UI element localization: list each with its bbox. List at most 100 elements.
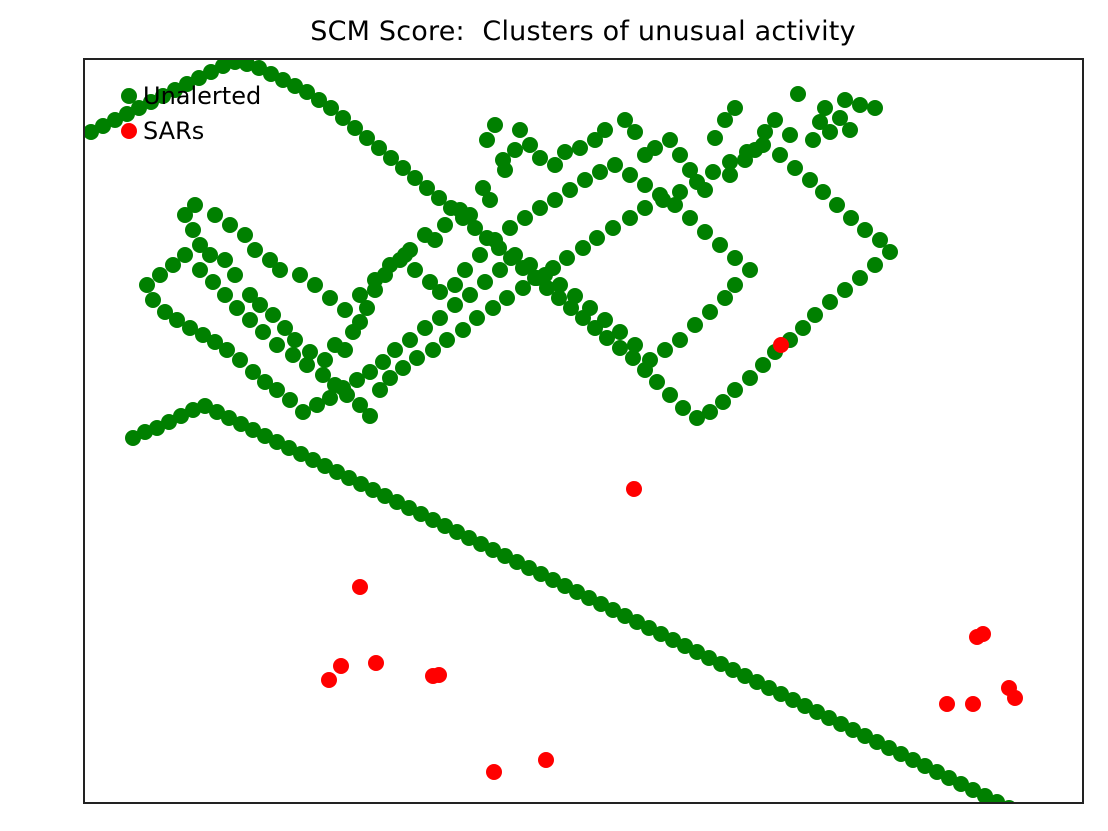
data-point: [833, 716, 849, 732]
data-point: [1007, 690, 1023, 706]
data-point: [263, 66, 279, 82]
data-point: [867, 100, 883, 116]
data-point: [233, 416, 249, 432]
data-point: [837, 282, 853, 298]
data-point: [657, 342, 673, 358]
data-point: [517, 210, 533, 226]
data-point: [311, 92, 327, 108]
data-point: [237, 227, 253, 243]
data-point: [299, 84, 315, 100]
data-point: [533, 566, 549, 582]
green-dot-icon: [121, 87, 137, 104]
data-point: [368, 655, 384, 671]
data-point: [473, 536, 489, 552]
data-point: [843, 210, 859, 226]
data-point: [472, 247, 488, 263]
data-point: [479, 230, 495, 246]
data-point: [317, 352, 333, 368]
data-point: [292, 267, 308, 283]
data-point: [152, 267, 168, 283]
data-point: [977, 788, 993, 802]
data-point: [772, 147, 788, 163]
data-point: [247, 242, 263, 258]
data-point: [882, 244, 898, 260]
data-point: [479, 132, 495, 148]
data-point: [965, 696, 981, 712]
data-point: [545, 260, 561, 276]
data-point: [285, 347, 301, 363]
data-point: [939, 696, 955, 712]
data-point: [689, 644, 705, 660]
data-point: [742, 262, 758, 278]
data-point: [437, 217, 453, 233]
data-point: [432, 310, 448, 326]
data-point: [239, 60, 255, 72]
data-point: [755, 137, 771, 153]
data-point: [725, 662, 741, 678]
data-point: [275, 72, 291, 88]
data-point: [307, 277, 323, 293]
data-point: [219, 342, 235, 358]
data-point: [581, 590, 597, 606]
data-point: [413, 506, 429, 522]
data-point: [539, 280, 555, 296]
data-point: [817, 100, 833, 116]
data-point: [431, 667, 447, 683]
data-point: [702, 404, 718, 420]
data-point: [727, 250, 743, 266]
data-point: [682, 210, 698, 226]
data-point: [497, 162, 513, 178]
data-point: [209, 404, 225, 420]
data-point: [295, 404, 311, 420]
data-point: [527, 270, 543, 286]
data-point: [277, 320, 293, 336]
data-point: [321, 672, 337, 688]
data-point: [407, 170, 423, 186]
data-point: [655, 192, 671, 208]
data-point: [367, 272, 383, 288]
data-point: [447, 277, 463, 293]
data-point: [229, 300, 245, 316]
data-point: [485, 542, 501, 558]
data-point: [197, 398, 213, 414]
data-point: [207, 334, 223, 350]
data-point: [462, 287, 478, 303]
legend-item-sars: SARs: [121, 113, 261, 148]
data-point: [323, 100, 339, 116]
data-point: [155, 88, 171, 104]
data-point: [305, 452, 321, 468]
data-point: [125, 430, 141, 446]
data-point: [425, 342, 441, 358]
data-point: [431, 190, 447, 206]
data-point: [563, 300, 579, 316]
data-point: [742, 370, 758, 386]
data-point: [689, 174, 705, 190]
data-point: [589, 230, 605, 246]
data-point: [815, 184, 831, 200]
data-point: [622, 210, 638, 226]
data-point: [215, 60, 231, 74]
data-point: [787, 160, 803, 176]
data-point: [322, 390, 338, 406]
data-point: [637, 362, 653, 378]
data-point: [637, 147, 653, 163]
data-point: [482, 192, 498, 208]
data-point: [929, 764, 945, 780]
data-point: [85, 124, 99, 140]
data-point: [257, 374, 273, 390]
data-point: [252, 297, 268, 313]
data-point: [371, 140, 387, 156]
data-point: [327, 377, 343, 393]
data-point: [675, 400, 691, 416]
data-point: [377, 488, 393, 504]
data-point: [422, 274, 438, 290]
data-point: [821, 710, 837, 726]
data-point: [242, 287, 258, 303]
data-point: [475, 180, 491, 196]
data-point: [395, 160, 411, 176]
data-point: [139, 277, 155, 293]
data-point: [707, 130, 723, 146]
data-point: [397, 247, 413, 263]
data-point: [757, 124, 773, 140]
data-point: [857, 728, 873, 744]
